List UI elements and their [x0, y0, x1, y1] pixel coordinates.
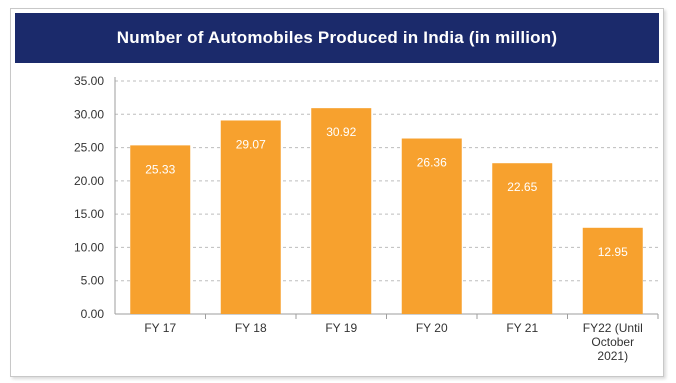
chart-frame: Number of Automobiles Produced in India … — [10, 8, 664, 377]
data-label: 30.92 — [326, 125, 356, 139]
y-tick-label: 10.00 — [74, 240, 104, 254]
y-tick-label: 30.00 — [74, 107, 104, 121]
chart-title: Number of Automobiles Produced in India … — [15, 13, 659, 63]
x-tick-label: FY 19 — [325, 321, 357, 335]
y-tick-label: 15.00 — [74, 207, 104, 221]
bar — [220, 120, 281, 314]
bar — [130, 145, 191, 314]
data-label: 12.95 — [598, 245, 628, 259]
bar — [492, 163, 553, 314]
x-tick-label: FY22 (Until October 2021) — [583, 321, 643, 363]
data-label: 22.65 — [507, 180, 537, 194]
y-tick-label: 25.00 — [74, 141, 104, 155]
bar — [401, 138, 462, 314]
y-tick-label: 0.00 — [81, 307, 105, 321]
x-tick-label: FY 21 — [506, 321, 538, 335]
y-tick-label: 35.00 — [74, 74, 104, 88]
bar — [582, 227, 643, 314]
x-tick-label: FY 18 — [235, 321, 267, 335]
y-tick-label: 5.00 — [81, 274, 105, 288]
data-label: 25.33 — [145, 162, 175, 176]
y-tick-label: 20.00 — [74, 174, 104, 188]
data-label: 29.07 — [236, 137, 266, 151]
x-tick-label: FY 20 — [416, 321, 448, 335]
bar — [311, 108, 372, 315]
data-label: 26.36 — [417, 156, 447, 170]
x-tick-label: FY 17 — [144, 321, 176, 335]
